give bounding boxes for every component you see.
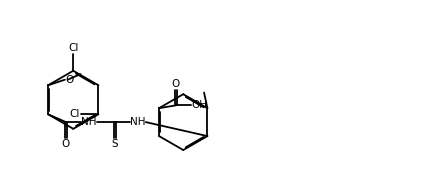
Text: Cl: Cl xyxy=(69,109,79,119)
Text: NH: NH xyxy=(81,117,96,127)
Text: O: O xyxy=(172,79,180,89)
Text: O: O xyxy=(65,75,73,85)
Text: S: S xyxy=(112,139,118,149)
Text: O: O xyxy=(62,139,70,149)
Text: Cl: Cl xyxy=(68,43,78,53)
Text: OH: OH xyxy=(191,100,207,110)
Text: NH: NH xyxy=(130,117,145,127)
